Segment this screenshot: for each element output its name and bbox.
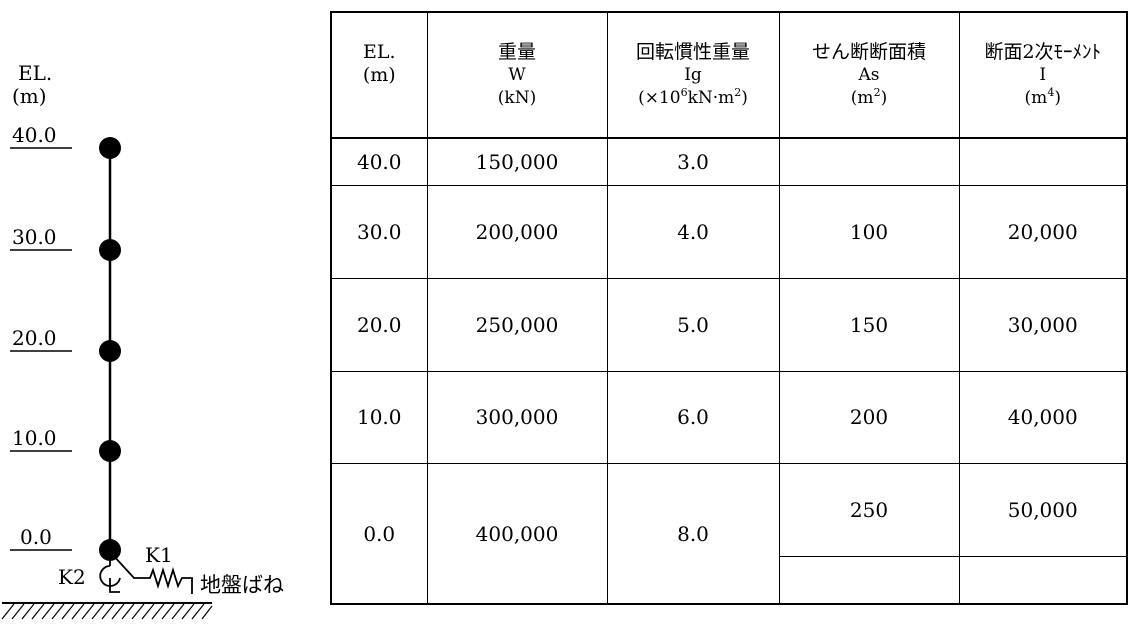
level-label-10: 10.0 (12, 426, 57, 450)
weight-cell: 150,000 (427, 138, 607, 186)
as-cell: 250 (779, 464, 959, 557)
header-second-moment: 断面2次ﾓｰﾒﾝﾄ I (m4) (959, 12, 1127, 138)
level-label-0: 0.0 (20, 525, 52, 549)
as-cell-empty (779, 138, 959, 186)
weight-cell: 300,000 (427, 371, 607, 464)
k1-label: K1 (145, 543, 173, 567)
header-rotational-inertia: 回転慣性重量 Ig (×106kN·m2) (607, 12, 779, 138)
ground-hatch (2, 604, 212, 619)
i-cell: 20,000 (959, 186, 1127, 279)
ig-cell: 6.0 (607, 371, 779, 464)
ig-cell: 5.0 (607, 278, 779, 371)
as-cell-empty (779, 557, 959, 605)
i-cell-empty (959, 138, 1127, 186)
model-parameter-table: EL. (m) 重量 W (kN) 回転慣性重量 Ig (×106kN·m2) … (330, 11, 1128, 605)
ig-cell: 3.0 (607, 138, 779, 186)
k2-label: K2 (58, 565, 86, 589)
el-cell: 10.0 (331, 371, 427, 464)
el-cell: 0.0 (331, 464, 427, 604)
weight-cell: 250,000 (427, 278, 607, 371)
i-cell-empty (959, 557, 1127, 605)
level-label-40: 40.0 (12, 123, 57, 147)
stick-model-diagram: EL. (m) 40.0 30.0 20.0 10.0 0.0 K2 K1 地盤… (0, 0, 320, 627)
mass-node-30 (99, 239, 121, 261)
el-cell: 30.0 (331, 186, 427, 279)
el-cell: 20.0 (331, 278, 427, 371)
mass-node-40 (99, 137, 121, 159)
ground-spring-label: 地盤ばね (200, 573, 284, 597)
level-label-20: 20.0 (12, 326, 57, 350)
header-shear-area: せん断断面積 As (m2) (779, 12, 959, 138)
rotational-spring-k2-icon (100, 561, 120, 592)
as-cell: 150 (779, 278, 959, 371)
mass-node-0 (99, 539, 121, 561)
ig-cell: 4.0 (607, 186, 779, 279)
table-header-row: EL. (m) 重量 W (kN) 回転慣性重量 Ig (×106kN·m2) … (331, 12, 1127, 138)
mass-node-10 (99, 440, 121, 462)
header-el: EL. (m) (331, 12, 427, 138)
table-row: 40.0 150,000 3.0 (331, 138, 1127, 186)
el-cell: 40.0 (331, 138, 427, 186)
ig-cell: 8.0 (607, 464, 779, 604)
i-cell: 40,000 (959, 371, 1127, 464)
el-axis-title: EL. (18, 61, 52, 85)
el-axis-unit: (m) (12, 84, 47, 108)
as-cell: 100 (779, 186, 959, 279)
level-label-30: 30.0 (12, 225, 57, 249)
weight-cell: 400,000 (427, 464, 607, 604)
header-weight: 重量 W (kN) (427, 12, 607, 138)
as-cell: 200 (779, 371, 959, 464)
mass-node-20 (99, 340, 121, 362)
i-cell: 50,000 (959, 464, 1127, 557)
i-cell: 30,000 (959, 278, 1127, 371)
weight-cell: 200,000 (427, 186, 607, 279)
